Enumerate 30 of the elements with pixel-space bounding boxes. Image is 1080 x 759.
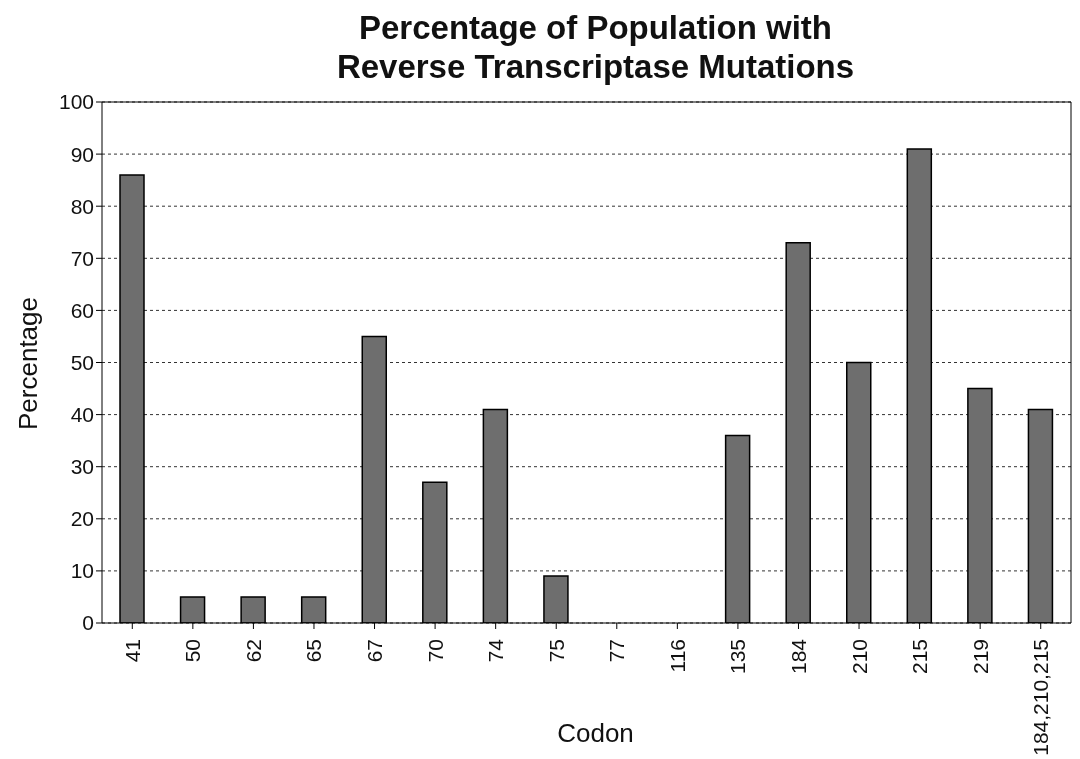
y-axis-title: Percentage xyxy=(12,296,44,430)
x-tick-label: 210 xyxy=(847,639,871,675)
y-tick-label: 20 xyxy=(70,507,94,531)
y-tick-label: 90 xyxy=(70,142,94,166)
x-tick-label: 184,210,215 xyxy=(1029,639,1053,756)
y-tick-label: 80 xyxy=(70,194,94,218)
x-tick-label: 65 xyxy=(302,639,326,663)
y-tick-label: 30 xyxy=(70,455,94,479)
x-tick-label: 50 xyxy=(181,639,205,663)
x-tick-label: 215 xyxy=(908,639,932,675)
y-tick-label: 40 xyxy=(70,403,94,427)
x-axis-title: Codon xyxy=(557,718,634,748)
x-tick-label: 70 xyxy=(423,639,447,663)
chart-title: Percentage of Population with Reverse Transcriptase Mutations xyxy=(335,8,856,86)
y-tick-label: 10 xyxy=(70,559,94,583)
y-tick-label: 70 xyxy=(70,246,94,270)
x-tick-label: 135 xyxy=(726,639,750,675)
x-tick-label: 67 xyxy=(363,639,387,663)
x-tick-label: 41 xyxy=(120,639,144,663)
y-tick-label: 50 xyxy=(70,350,94,374)
y-tick-label: 0 xyxy=(82,611,94,635)
x-tick-label: 62 xyxy=(241,639,265,663)
x-tick-label: 74 xyxy=(484,638,508,663)
x-tick-label: 184 xyxy=(786,638,810,675)
y-tick-label: 60 xyxy=(70,298,94,322)
y-tick-label: 100 xyxy=(58,90,94,114)
x-tick-label: 116 xyxy=(665,639,689,673)
x-tick-label: 219 xyxy=(968,639,992,675)
x-tick-label: 75 xyxy=(544,639,568,663)
x-tick-label: 77 xyxy=(605,639,629,663)
